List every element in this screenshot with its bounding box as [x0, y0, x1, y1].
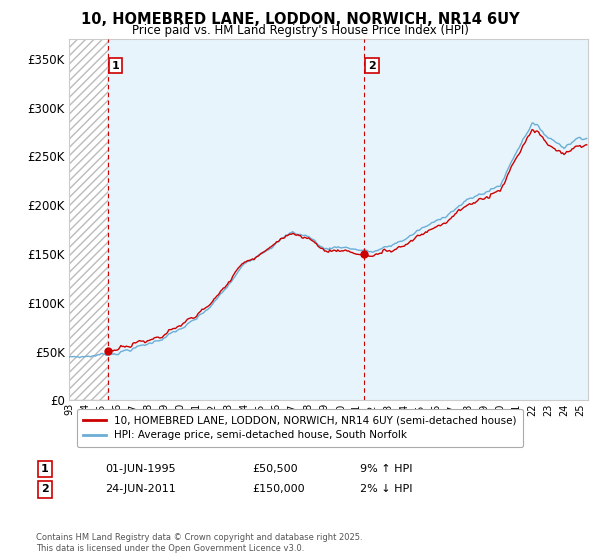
10, HOMEBRED LANE, LODDON, NORWICH, NR14 6UY (semi-detached house)	[249, 255, 256, 262]
Line: HPI: Average price, semi-detached house, South Norfolk: HPI: Average price, semi-detached house,…	[69, 123, 587, 358]
10, HOMEBRED LANE, LODDON, NORWICH, NR14 6UY (semi-detached house)	[529, 126, 536, 133]
Line: 10, HOMEBRED LANE, LODDON, NORWICH, NR14 6UY (semi-detached house): 10, HOMEBRED LANE, LODDON, NORWICH, NR14…	[109, 129, 587, 352]
HPI: Average price, semi-detached house, South Norfolk: (2.01e+03, 1.74e+05): Average price, semi-detached house, Sout…	[414, 227, 421, 234]
Text: 9% ↑ HPI: 9% ↑ HPI	[360, 464, 413, 474]
HPI: Average price, semi-detached house, South Norfolk: (2.02e+03, 2.07e+05): Average price, semi-detached house, Sout…	[466, 195, 473, 202]
HPI: Average price, semi-detached house, South Norfolk: (2.02e+03, 2.19e+05): Average price, semi-detached house, Sout…	[493, 184, 500, 190]
Text: 10, HOMEBRED LANE, LODDON, NORWICH, NR14 6UY: 10, HOMEBRED LANE, LODDON, NORWICH, NR14…	[80, 12, 520, 27]
Text: Price paid vs. HM Land Registry's House Price Index (HPI): Price paid vs. HM Land Registry's House …	[131, 24, 469, 36]
HPI: Average price, semi-detached house, South Norfolk: (2.02e+03, 1.98e+05): Average price, semi-detached house, Sout…	[454, 204, 461, 211]
Text: 1: 1	[112, 60, 119, 71]
HPI: Average price, semi-detached house, South Norfolk: (1.99e+03, 4.4e+04): Average price, semi-detached house, Sout…	[65, 354, 73, 361]
Text: Contains HM Land Registry data © Crown copyright and database right 2025.
This d: Contains HM Land Registry data © Crown c…	[36, 533, 362, 553]
Text: £50,500: £50,500	[252, 464, 298, 474]
HPI: Average price, semi-detached house, South Norfolk: (2.02e+03, 2.84e+05): Average price, semi-detached house, Sout…	[529, 120, 536, 127]
HPI: Average price, semi-detached house, South Norfolk: (2.02e+03, 1.85e+05): Average price, semi-detached house, Sout…	[434, 217, 441, 223]
Text: 2: 2	[41, 484, 49, 494]
Text: £150,000: £150,000	[252, 484, 305, 494]
Text: 01-JUN-1995: 01-JUN-1995	[105, 464, 176, 474]
Text: 2: 2	[368, 60, 376, 71]
HPI: Average price, semi-detached house, South Norfolk: (1.99e+03, 4.37e+04): Average price, semi-detached house, Sout…	[76, 354, 83, 361]
10, HOMEBRED LANE, LODDON, NORWICH, NR14 6UY (semi-detached house)	[265, 245, 272, 252]
HPI: Average price, semi-detached house, South Norfolk: (2.03e+03, 2.68e+05): Average price, semi-detached house, Sout…	[583, 135, 590, 142]
Text: 2% ↓ HPI: 2% ↓ HPI	[360, 484, 413, 494]
HPI: Average price, semi-detached house, South Norfolk: (2e+03, 5.12e+04): Average price, semi-detached house, Sout…	[128, 347, 135, 354]
Text: 1: 1	[41, 464, 49, 474]
10, HOMEBRED LANE, LODDON, NORWICH, NR14 6UY (semi-detached house)	[106, 348, 113, 354]
10, HOMEBRED LANE, LODDON, NORWICH, NR14 6UY (semi-detached house)	[273, 239, 280, 245]
10, HOMEBRED LANE, LODDON, NORWICH, NR14 6UY (semi-detached house)	[165, 326, 172, 333]
Text: 24-JUN-2011: 24-JUN-2011	[105, 484, 176, 494]
10, HOMEBRED LANE, LODDON, NORWICH, NR14 6UY (semi-detached house)	[107, 348, 114, 355]
Bar	[107, 39, 588, 400]
Legend: 10, HOMEBRED LANE, LODDON, NORWICH, NR14 6UY (semi-detached house), HPI: Average: 10, HOMEBRED LANE, LODDON, NORWICH, NR14…	[77, 409, 523, 447]
Bar	[69, 39, 107, 400]
10, HOMEBRED LANE, LODDON, NORWICH, NR14 6UY (semi-detached house)	[316, 244, 323, 250]
10, HOMEBRED LANE, LODDON, NORWICH, NR14 6UY (semi-detached house)	[559, 150, 566, 156]
10, HOMEBRED LANE, LODDON, NORWICH, NR14 6UY (semi-detached house)	[583, 142, 590, 148]
